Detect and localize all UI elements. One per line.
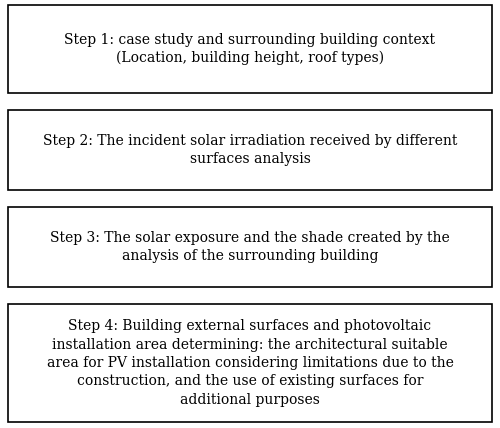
Text: Step 3: The solar exposure and the shade created by the
analysis of the surround: Step 3: The solar exposure and the shade… [50, 231, 450, 263]
Text: Step 4: Building external surfaces and photovoltaic
installation area determinin: Step 4: Building external surfaces and p… [46, 319, 454, 407]
Bar [8, 304, 492, 422]
Bar [8, 110, 492, 190]
Text: Step 1: case study and surrounding building context
(Location, building height, : Step 1: case study and surrounding build… [64, 33, 436, 65]
Bar [8, 5, 492, 93]
Bar [8, 207, 492, 287]
Text: Step 2: The incident solar irradiation received by different
surfaces analysis: Step 2: The incident solar irradiation r… [43, 134, 457, 166]
